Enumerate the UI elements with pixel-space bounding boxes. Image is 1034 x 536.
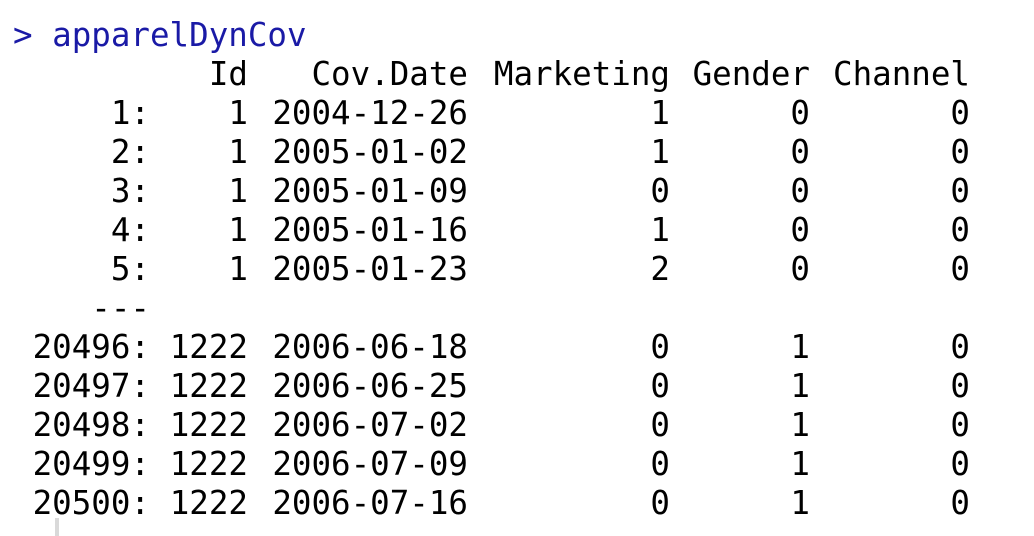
row-index: 2: <box>110 133 150 171</box>
row-channel: 0 <box>950 133 970 171</box>
row-index: 1: <box>110 94 150 132</box>
table-row: 2: 1 2005-01-02 1 0 0 <box>13 133 1023 172</box>
row-cov-date: 2006-07-09 <box>272 445 468 483</box>
row-cov-date: 2005-01-23 <box>272 250 468 288</box>
header-cov-date: Cov.Date <box>311 55 468 93</box>
row-id: 1222 <box>169 406 248 444</box>
row-index: 20499: <box>32 445 150 483</box>
row-gender: 1 <box>790 484 810 522</box>
row-gender: 0 <box>790 172 810 210</box>
separator-text: --- <box>91 289 150 327</box>
row-cov-date: 2004-12-26 <box>272 94 468 132</box>
row-id: 1222 <box>169 445 248 483</box>
row-gender: 0 <box>790 94 810 132</box>
row-marketing: 0 <box>650 484 670 522</box>
row-channel: 0 <box>950 367 970 405</box>
table-row: 4: 1 2005-01-16 1 0 0 <box>13 211 1023 250</box>
table-row: 5: 1 2005-01-23 2 0 0 <box>13 250 1023 289</box>
row-gender: 1 <box>790 406 810 444</box>
header-channel: Channel <box>833 55 970 93</box>
row-id: 1222 <box>169 484 248 522</box>
header-marketing: Marketing <box>493 55 670 93</box>
row-cov-date: 2006-07-16 <box>272 484 468 522</box>
table-row: 20497: 1222 2006-06-25 0 1 0 <box>13 367 1023 406</box>
row-channel: 0 <box>950 484 970 522</box>
row-index: 4: <box>110 211 150 249</box>
table-row: 1: 1 2004-12-26 1 0 0 <box>13 94 1023 133</box>
table-row: 20496: 1222 2006-06-18 0 1 0 <box>13 328 1023 367</box>
row-marketing: 2 <box>650 250 670 288</box>
row-channel: 0 <box>950 211 970 249</box>
row-id: 1222 <box>169 328 248 366</box>
table-row: 20499: 1222 2006-07-09 0 1 0 <box>13 445 1023 484</box>
text-cursor <box>55 518 59 536</box>
row-channel: 0 <box>950 250 970 288</box>
table-row: 20498: 1222 2006-07-02 0 1 0 <box>13 406 1023 445</box>
prompt-symbol: > <box>13 16 33 54</box>
table-header: Id Cov.Date Marketing Gender Channel <box>13 55 1023 94</box>
row-index: 3: <box>110 172 150 210</box>
row-id: 1 <box>228 94 248 132</box>
row-channel: 0 <box>950 406 970 444</box>
row-marketing: 1 <box>650 133 670 171</box>
row-index: 20496: <box>32 328 150 366</box>
row-channel: 0 <box>950 172 970 210</box>
row-gender: 1 <box>790 445 810 483</box>
table-row: 20500: 1222 2006-07-16 0 1 0 <box>13 484 1023 523</box>
row-marketing: 1 <box>650 94 670 132</box>
row-cov-date: 2006-06-25 <box>272 367 468 405</box>
row-id: 1 <box>228 133 248 171</box>
row-marketing: 1 <box>650 211 670 249</box>
row-index: 5: <box>110 250 150 288</box>
row-id: 1 <box>228 250 248 288</box>
row-channel: 0 <box>950 328 970 366</box>
row-id: 1 <box>228 211 248 249</box>
row-marketing: 0 <box>650 445 670 483</box>
command-text: apparelDynCov <box>52 16 307 54</box>
row-cov-date: 2006-06-18 <box>272 328 468 366</box>
table-row: 3: 1 2005-01-09 0 0 0 <box>13 172 1023 211</box>
command-line: > apparelDynCov <box>13 16 1023 55</box>
row-marketing: 0 <box>650 406 670 444</box>
header-gender: Gender <box>692 55 810 93</box>
row-gender: 0 <box>790 133 810 171</box>
row-channel: 0 <box>950 445 970 483</box>
row-cov-date: 2006-07-02 <box>272 406 468 444</box>
row-id: 1222 <box>169 367 248 405</box>
row-cov-date: 2005-01-09 <box>272 172 468 210</box>
row-separator: --- <box>13 289 1023 328</box>
r-console-output: > apparelDynCov Id Cov.Date Marketing Gende… <box>13 16 1023 523</box>
row-index: 20497: <box>32 367 150 405</box>
row-index: 20500: <box>32 484 150 522</box>
row-marketing: 0 <box>650 367 670 405</box>
row-marketing: 0 <box>650 328 670 366</box>
row-id: 1 <box>228 172 248 210</box>
row-gender: 0 <box>790 250 810 288</box>
row-marketing: 0 <box>650 172 670 210</box>
row-gender: 1 <box>790 367 810 405</box>
row-gender: 0 <box>790 211 810 249</box>
header-id: Id <box>208 55 248 93</box>
row-cov-date: 2005-01-02 <box>272 133 468 171</box>
row-cov-date: 2005-01-16 <box>272 211 468 249</box>
row-gender: 1 <box>790 328 810 366</box>
row-index: 20498: <box>32 406 150 444</box>
row-channel: 0 <box>950 94 970 132</box>
